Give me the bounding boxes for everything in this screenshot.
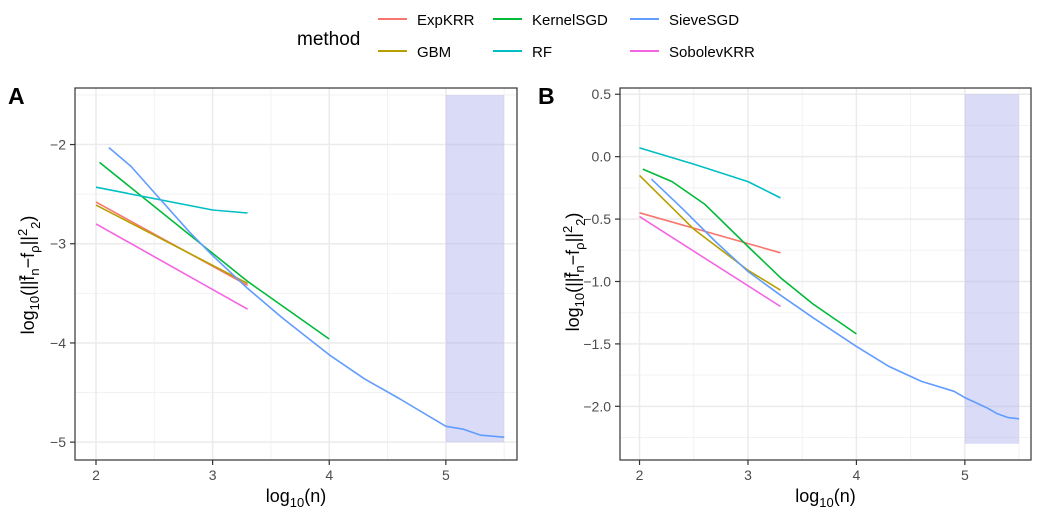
- y-tick-label-b: −1.5: [583, 336, 611, 352]
- y-tick-label-a: −4: [50, 335, 66, 351]
- x-tick-label-a: 3: [209, 467, 217, 483]
- panel-label-b: B: [538, 83, 555, 109]
- series-rf-line-b: [639, 147, 781, 199]
- series-rf-line-a: [95, 186, 248, 214]
- series-sobolevkrr-line-a: [95, 223, 248, 310]
- y-tick-label-b: −2.0: [583, 398, 611, 414]
- x-tick-label-b: 4: [853, 467, 861, 483]
- series-sievesgd-line-b: [650, 178, 1020, 420]
- x-axis-title-a: log10(n): [266, 486, 327, 510]
- y-axis-title-b: log10(||f̄n−fρ||22): [560, 213, 588, 332]
- y-tick-label-b: −0.5: [583, 211, 611, 227]
- x-tick-label-b: 2: [636, 467, 644, 483]
- series-kernelsgd-line-a: [98, 161, 330, 340]
- y-tick-label-b: −1.0: [583, 273, 611, 289]
- x-tick-label-b: 5: [961, 467, 969, 483]
- legend-label-kernelsgd: KernelSGD: [532, 12, 608, 29]
- shaded-region-b: [964, 94, 1020, 444]
- series-gbm-line-a: [95, 204, 248, 285]
- x-tick-label-a: 4: [325, 467, 333, 483]
- legend-label-gbm: GBM: [417, 44, 451, 61]
- series-kernelsgd-line-b: [642, 168, 857, 335]
- series-expkrr-line-b: [639, 212, 781, 254]
- legend-label-expkrr: ExpKRR: [417, 12, 475, 29]
- panel-a: A 2 3 4 5 −5 −4 −3 −2 log10(n) log10(||f̄n−fρ||22…: [8, 83, 518, 510]
- legend-title: method: [297, 29, 360, 50]
- x-tick-label-b: 3: [744, 467, 752, 483]
- grid-a: [75, 88, 517, 460]
- panel-border-a: [74, 87, 518, 461]
- y-tick-label-a: −5: [50, 434, 66, 450]
- panel-label-a: A: [8, 83, 25, 109]
- x-tick-label-a: 5: [442, 467, 450, 483]
- panel-border-b: [619, 87, 1032, 461]
- y-tick-label-b: 0.5: [592, 86, 612, 102]
- series-sobolevkrr-line-b: [639, 215, 781, 308]
- legend: method ExpKRR GBM KernelSGD RF SieveSGD Sobol…: [297, 12, 755, 61]
- series-sievesgd-line-a: [108, 146, 505, 438]
- x-axis-title-b: log10(n): [795, 486, 856, 510]
- x-tick-label-a: 2: [92, 467, 100, 483]
- panel-b: B 2 3 4 5 −2.0 −1.5 −1.0 −0.5 0.0 0.5 log10(n) log1…: [538, 83, 1032, 510]
- legend-label-sobolevkrr: SobolevKRR: [669, 44, 755, 61]
- legend-label-rf: RF: [532, 44, 552, 61]
- shaded-region-a: [445, 94, 505, 443]
- y-axis-title-a: log10(||f̄n−fρ||22): [15, 216, 43, 335]
- y-tick-label-b: 0.0: [592, 149, 612, 165]
- series-gbm-line-b: [638, 174, 781, 291]
- y-tick-label-a: −3: [50, 236, 66, 252]
- y-tick-label-a: −2: [50, 137, 66, 153]
- legend-label-sievesgd: SieveSGD: [669, 12, 739, 29]
